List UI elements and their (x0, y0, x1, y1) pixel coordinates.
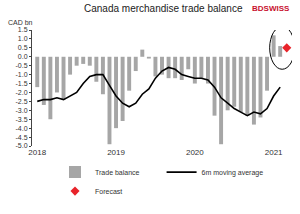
svg-text:-1.0: -1.0 (16, 71, 28, 78)
svg-text:-3.5: -3.5 (16, 116, 28, 123)
svg-text:-0.5: -0.5 (16, 62, 28, 69)
svg-text:BDSWISS: BDSWISS (252, 4, 290, 13)
svg-text:-4.0: -4.0 (16, 125, 28, 132)
svg-text:-2.0: -2.0 (16, 89, 28, 96)
svg-text:2021: 2021 (265, 148, 283, 157)
svg-text:-3.0: -3.0 (16, 107, 28, 114)
svg-text:0.5: 0.5 (18, 44, 28, 51)
svg-text:Canada merchandise trade balan: Canada merchandise trade balance (84, 3, 243, 14)
svg-text:CAD bn: CAD bn (8, 19, 33, 26)
svg-text:-5.0: -5.0 (16, 142, 28, 149)
svg-text:2018: 2018 (28, 148, 46, 157)
svg-text:2019: 2019 (107, 148, 125, 157)
svg-text:-2.5: -2.5 (16, 98, 28, 105)
svg-text:-1.5: -1.5 (16, 80, 28, 87)
svg-text:-4.5: -4.5 (16, 134, 28, 141)
svg-text:2020: 2020 (186, 148, 204, 157)
svg-text:Trade balance: Trade balance (95, 169, 140, 176)
svg-text:0.0: 0.0 (18, 53, 28, 60)
svg-text:6m moving average: 6m moving average (202, 169, 264, 177)
svg-text:1.5: 1.5 (18, 26, 28, 33)
svg-text:1.0: 1.0 (18, 35, 28, 42)
svg-text:Forecast: Forecast (95, 188, 122, 195)
